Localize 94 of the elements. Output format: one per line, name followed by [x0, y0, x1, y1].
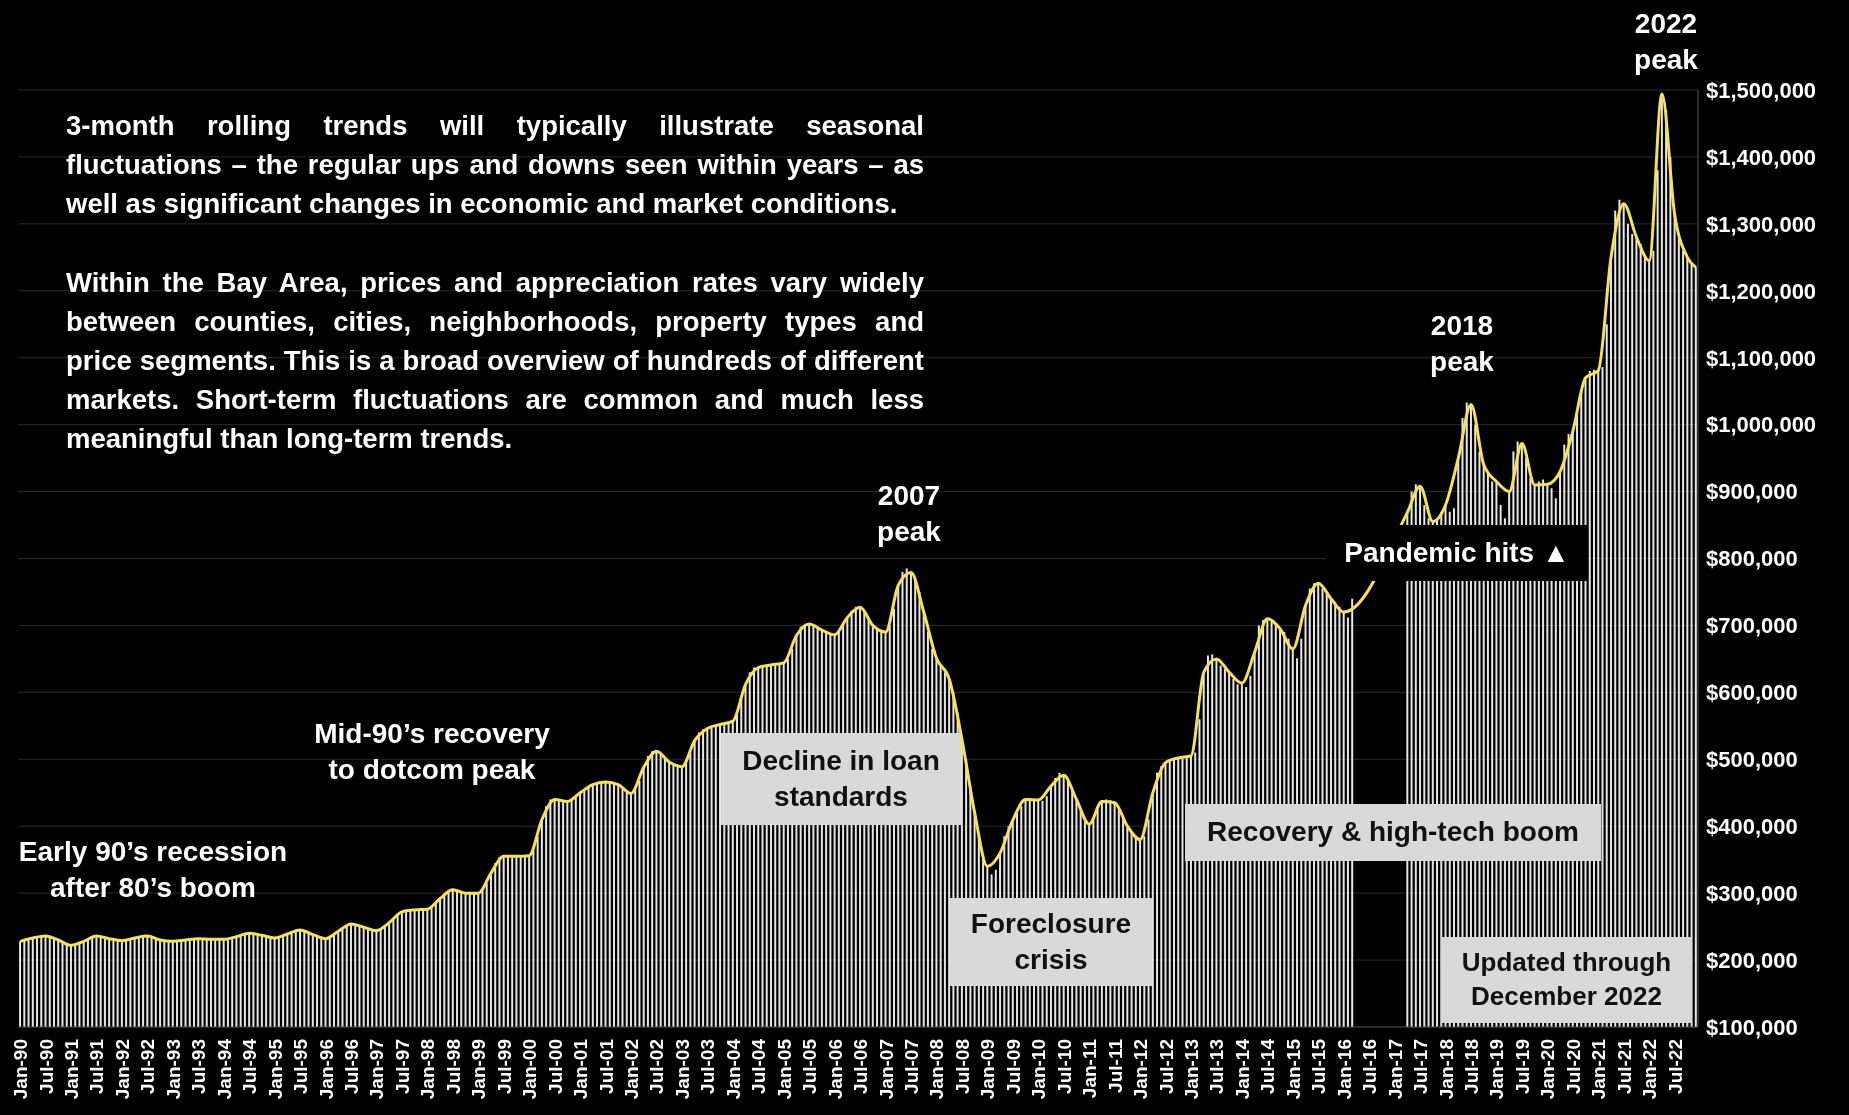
annotation: 2018 peak [1429, 309, 1495, 380]
x-tick-label: Jul-90 [35, 1039, 57, 1094]
y-tick-label: $200,000 [1706, 947, 1798, 973]
x-tick-label: Jan-04 [722, 1038, 744, 1100]
annotation: Within the Bay Area, prices and appreciation rates vary widely between counties, cities, neighborhoods, property types and price segments. This is a broad overview of hundreds of different markets. Short-term fluctuations are common and much less meaningful than long-term trends. [66, 266, 924, 457]
y-tick-label: $1,500,000 [1706, 77, 1817, 103]
x-tick-label: Jan-17 [1384, 1039, 1406, 1100]
x-tick-label: Jan-07 [875, 1039, 897, 1100]
x-tick-label: Jan-93 [162, 1039, 184, 1100]
x-tick-label: Jan-06 [824, 1039, 846, 1100]
x-tick-label: Jan-21 [1588, 1038, 1610, 1100]
x-tick-label: Jan-99 [468, 1039, 490, 1100]
x-tick-label: Jul-05 [799, 1038, 821, 1094]
x-tick-label: Jan-20 [1537, 1039, 1559, 1100]
x-tick-label: Jan-11 [1079, 1038, 1101, 1099]
x-tick-label: Jul-11 [1104, 1038, 1126, 1093]
x-tick-label: Jan-98 [417, 1039, 439, 1100]
x-tick-label: Jan-96 [315, 1039, 337, 1100]
line-series [18, 92, 1698, 947]
y-tick-label: $600,000 [1706, 680, 1798, 706]
x-tick-label: Jul-95 [290, 1038, 312, 1094]
y-tick-label: $800,000 [1706, 546, 1798, 572]
x-tick-label: Jan-10 [1028, 1039, 1050, 1100]
x-tick-label: Jan-91 [61, 1038, 83, 1100]
x-tick-label: Jan-16 [1333, 1039, 1355, 1100]
x-tick-label: Jul-19 [1511, 1039, 1533, 1094]
x-tick-label: Jan-14 [1231, 1038, 1253, 1100]
x-tick-label: Jul-12 [1155, 1039, 1177, 1094]
x-tick-label: Jul-94 [239, 1038, 261, 1094]
x-tick-label: Jan-19 [1486, 1039, 1508, 1100]
x-tick-label: Jul-07 [901, 1039, 923, 1094]
annotation: Pandemic hits ▲ [1343, 535, 1571, 570]
annotation: Decline in loan standards [741, 743, 941, 814]
x-tick-label: Jul-16 [1359, 1039, 1381, 1094]
x-tick-label: Jul-18 [1461, 1039, 1483, 1094]
annotation: Early 90’s recession after 80’s boom [17, 835, 289, 906]
x-tick-label: Jul-20 [1562, 1039, 1584, 1094]
x-tick-label: Jan-01 [570, 1038, 592, 1100]
x-tick-label: Jul-91 [86, 1038, 108, 1094]
x-tick-label: Jul-03 [697, 1039, 719, 1094]
annotation: Updated through December 2022 [1460, 946, 1673, 1013]
x-tick-label: Jan-05 [773, 1038, 795, 1100]
x-tick-label: Jul-96 [341, 1039, 363, 1094]
y-tick-label: $1,300,000 [1706, 211, 1817, 237]
text: 2022 peak [1633, 7, 1699, 78]
x-tick-label: Jul-09 [1002, 1039, 1024, 1094]
x-tick-label: Jan-95 [264, 1038, 286, 1100]
annotation: Foreclosure crisis [969, 906, 1133, 977]
x-tick-label: Jan-08 [926, 1039, 948, 1100]
y-tick-label: $900,000 [1706, 479, 1798, 505]
annotation: Recovery & high-tech boom [1206, 815, 1580, 850]
y-tick-label: $300,000 [1706, 880, 1798, 906]
y-tick-label: $500,000 [1706, 747, 1798, 773]
x-tick-label: Jan-97 [366, 1039, 388, 1100]
x-tick-label: Jul-21 [1613, 1038, 1635, 1094]
x-tick-label: Jan-18 [1435, 1039, 1457, 1100]
x-tick-label: Jul-93 [188, 1039, 210, 1094]
y-tick-label: $1,000,000 [1706, 412, 1817, 438]
x-tick-label: Jul-01 [595, 1038, 617, 1094]
y-tick-label: $700,000 [1706, 613, 1798, 639]
y-tick-label: $1,400,000 [1706, 144, 1817, 170]
x-tick-label: Jan-03 [671, 1039, 693, 1100]
y-tick-label: $100,000 [1706, 1014, 1798, 1040]
x-tick-label: Jan-15 [1282, 1038, 1304, 1100]
x-tick-label: Jan-13 [1181, 1039, 1203, 1100]
x-tick-label: Jan-92 [111, 1039, 133, 1100]
x-tick-label: Jul-06 [850, 1039, 872, 1094]
x-tick-label: Jul-13 [1206, 1039, 1228, 1094]
x-tick-label: Jan-09 [977, 1039, 999, 1100]
x-tick-label: Jul-14 [1257, 1038, 1279, 1094]
x-tick-label: Jul-10 [1053, 1039, 1075, 1094]
x-tick-label: Jan-90 [10, 1039, 32, 1100]
annotation: Mid-90’s recovery to dotcom peak [313, 717, 551, 788]
x-tick-label: Jul-02 [646, 1039, 668, 1094]
x-tick-label: Jul-92 [137, 1039, 159, 1094]
x-tick-label: Jul-15 [1308, 1038, 1330, 1094]
x-tick-label: Jan-02 [621, 1039, 643, 1100]
x-tick-label: Jul-98 [442, 1039, 464, 1094]
x-tick-label: Jan-94 [213, 1038, 235, 1100]
x-tick-label: Jan-00 [519, 1039, 541, 1100]
annotation: 2007 peak [876, 479, 942, 550]
x-tick-label: Jul-08 [951, 1039, 973, 1094]
x-tick-label: Jul-97 [391, 1039, 413, 1094]
x-tick-label: Jul-04 [748, 1038, 770, 1094]
x-tick-label: Jan-22 [1639, 1039, 1661, 1100]
y-tick-label: $1,200,000 [1706, 278, 1817, 304]
x-tick-label: Jul-99 [493, 1039, 515, 1094]
y-tick-label: $1,100,000 [1706, 345, 1817, 371]
x-tick-label: Jul-22 [1664, 1039, 1686, 1094]
annotation: 3-month rolling trends will typically illustrate seasonal fluctuations – the regular ups and downs seen within years – as well as significant changes in economic and market conditions. [66, 109, 924, 222]
x-tick-label: Jan-12 [1130, 1039, 1152, 1100]
x-tick-label: Jul-00 [544, 1039, 566, 1094]
x-tick-label: Jul-17 [1410, 1039, 1432, 1094]
y-tick-label: $400,000 [1706, 814, 1798, 840]
